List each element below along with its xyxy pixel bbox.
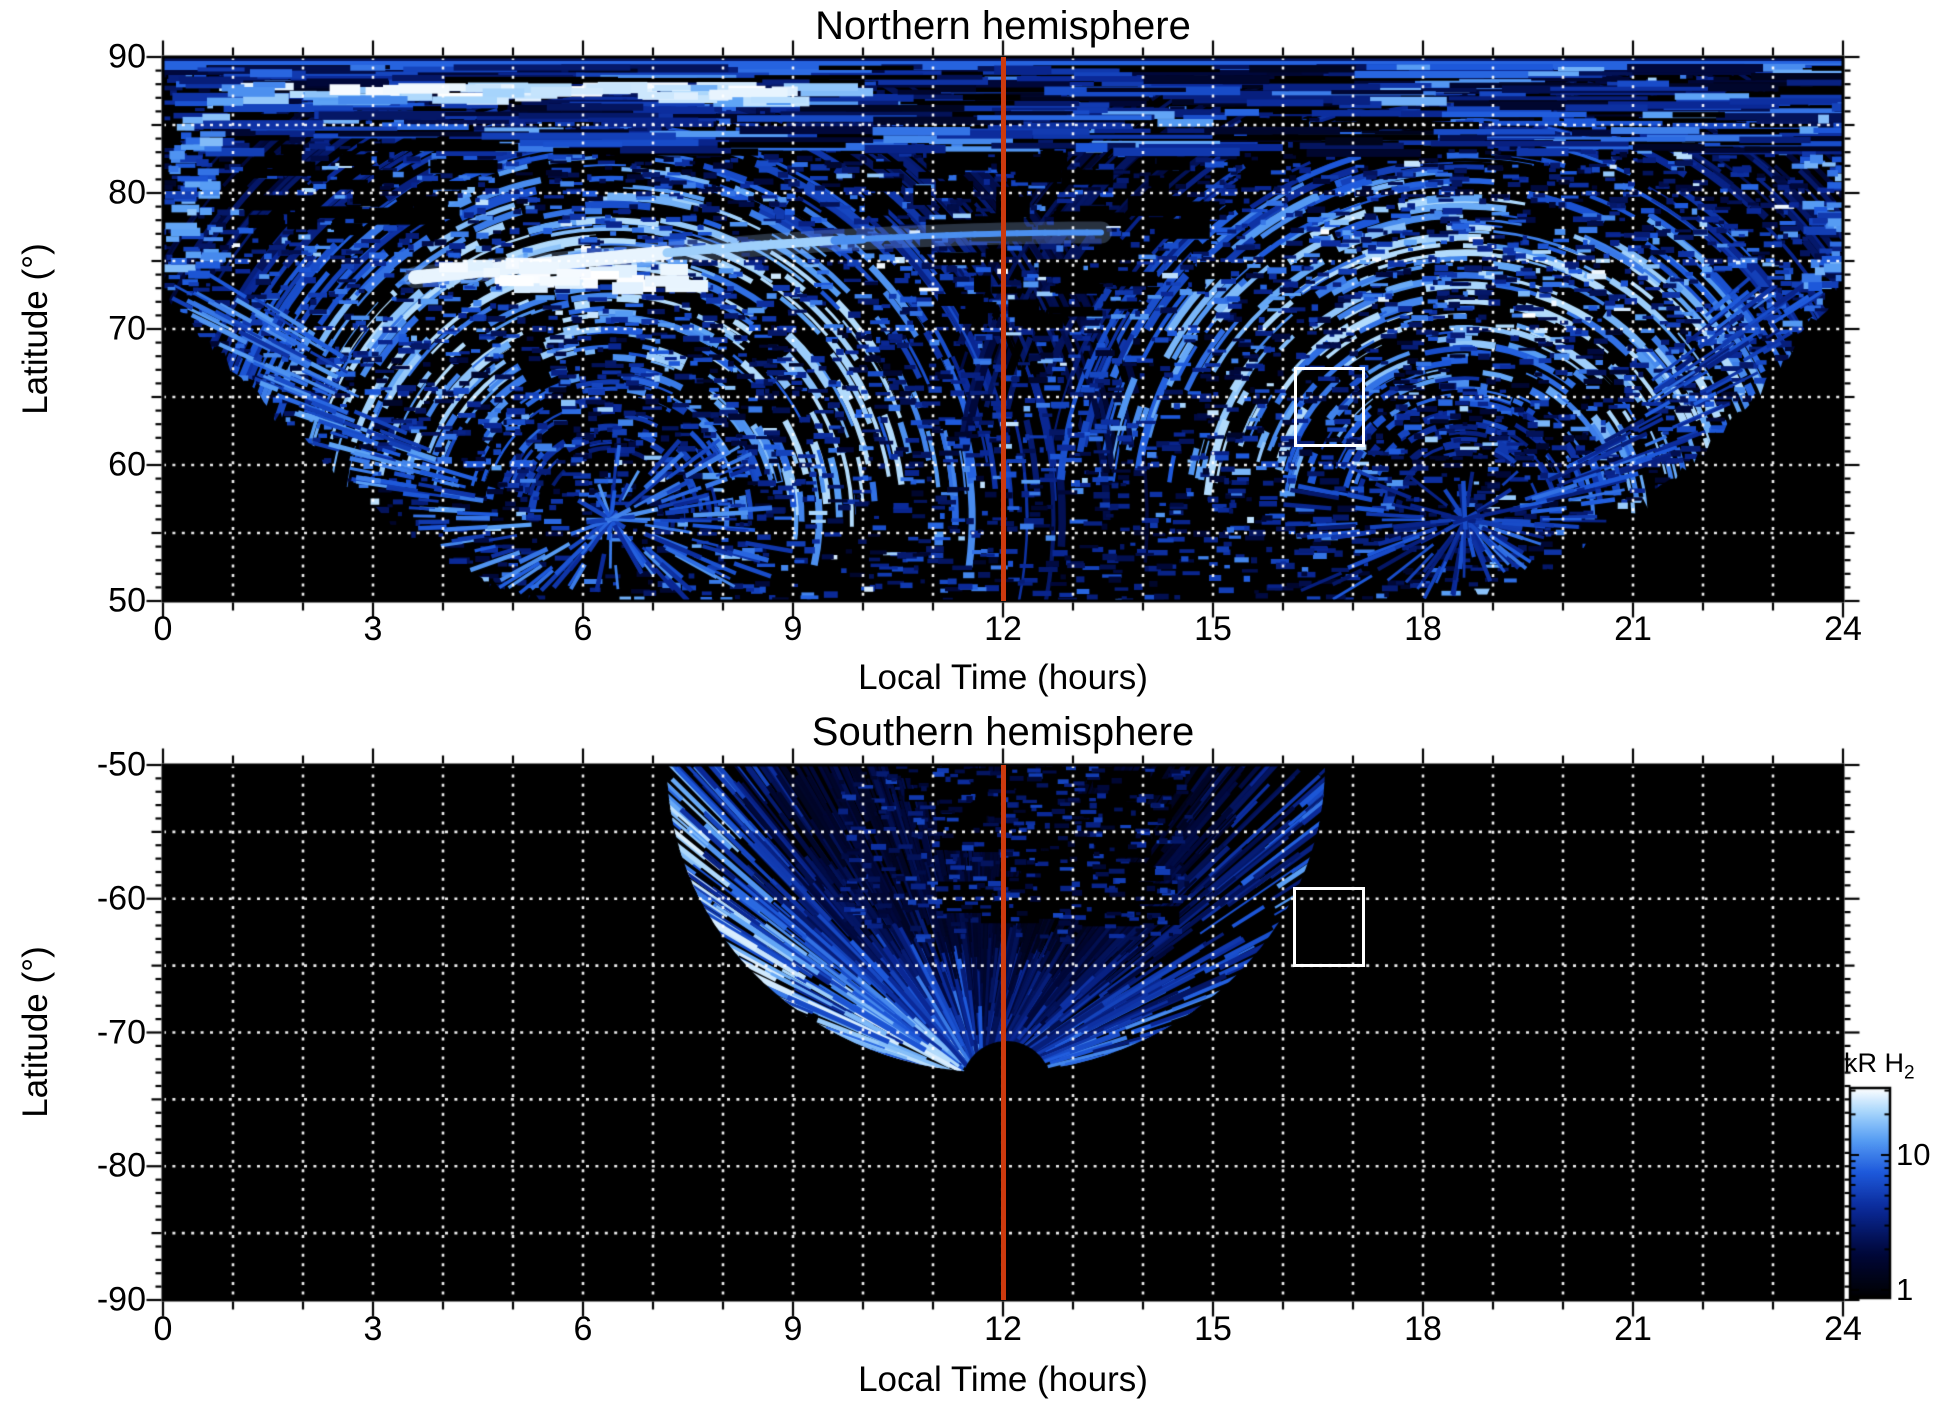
x-tick-label: 6 (573, 1310, 593, 1348)
x-tick-label: 24 (1824, 610, 1862, 648)
y-tick-label: 70 (108, 309, 146, 348)
x-tick-label: 12 (984, 1310, 1022, 1348)
x-tick-label: 3 (363, 610, 383, 648)
x-tick-label: 21 (1614, 610, 1652, 648)
colorbar-tick-label: 10 (1896, 1137, 1931, 1172)
x-tick-label: 0 (153, 610, 173, 648)
panel-title-north: Northern hemisphere (815, 4, 1191, 48)
noon-line-south (1000, 765, 1006, 1300)
y-tick-label: 60 (108, 445, 146, 484)
x-tick-label: 0 (153, 1310, 173, 1348)
colorbar-tick-label: 1 (1896, 1272, 1914, 1307)
colorbar-title-sub: 2 (1904, 1062, 1915, 1084)
x-axis-title-south: Local Time (hours) (858, 1360, 1148, 1399)
x-tick-label: 15 (1194, 610, 1232, 648)
x-tick-label: 15 (1194, 1310, 1232, 1348)
selection-box-north (1294, 367, 1365, 448)
selection-box-south (1292, 886, 1365, 967)
x-tick-label: 6 (573, 610, 593, 648)
y-tick-label: -60 (96, 879, 146, 918)
x-tick-label: 24 (1824, 1310, 1862, 1348)
x-tick-label: 12 (984, 610, 1022, 648)
y-tick-label: -80 (96, 1146, 146, 1185)
y-tick-label: -50 (96, 745, 146, 784)
y-tick-label: -70 (96, 1013, 146, 1051)
y-tick-label: 80 (108, 173, 146, 212)
y-tick-label: -90 (96, 1280, 146, 1319)
y-tick-label: 90 (108, 37, 146, 76)
x-tick-label: 9 (783, 1310, 803, 1348)
x-tick-label: 3 (363, 1310, 383, 1348)
x-axis-title-north: Local Time (hours) (858, 658, 1148, 697)
noon-line-north (1000, 57, 1006, 601)
panel-title-south: Southern hemisphere (811, 710, 1195, 754)
colorbar-title-main: kR H (1844, 1048, 1904, 1078)
x-tick-label: 21 (1614, 1310, 1652, 1348)
colorbar-title: kR H2 (1844, 1048, 1915, 1084)
x-tick-label: 18 (1404, 610, 1442, 648)
y-tick-label: 50 (108, 581, 146, 620)
x-tick-label: 9 (783, 610, 803, 648)
x-tick-label: 18 (1404, 1310, 1442, 1348)
